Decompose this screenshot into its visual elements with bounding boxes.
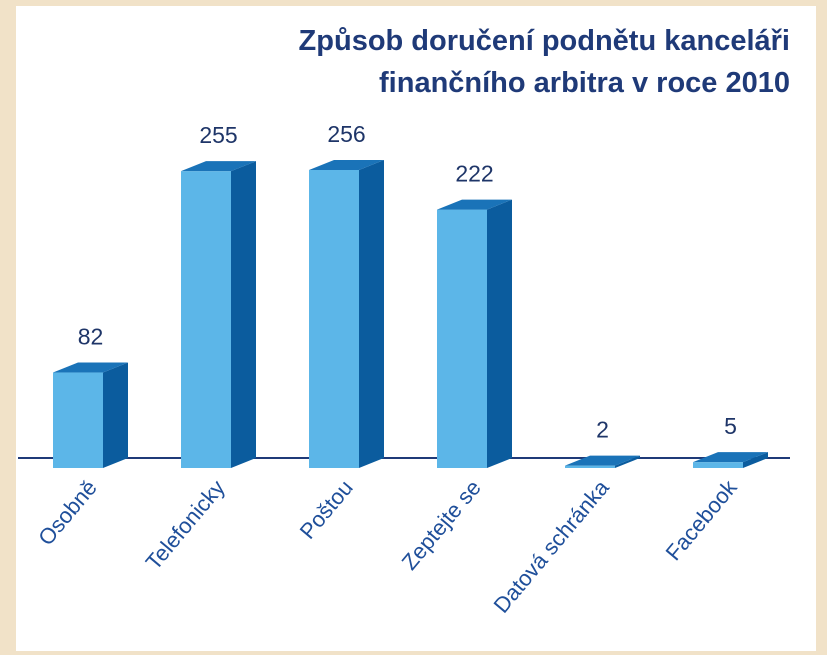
bar-front [565,465,615,468]
bar-front [181,171,231,468]
chart-title: finančního arbitra v roce 2010 [379,67,790,99]
bar-side [615,455,640,468]
bar-top [693,452,768,463]
bar-front [53,372,103,468]
bar-side [487,199,512,468]
value-label: 82 [78,324,104,350]
bar-side [103,362,128,468]
value-label: 222 [455,161,493,187]
bar-top [181,161,256,172]
bar-front [693,462,743,468]
value-label: 5 [724,413,737,439]
bar-top [309,160,384,170]
chart-title: Způsob doručení podnětu kanceláři [299,25,790,57]
value-label: 255 [199,122,237,148]
bar-front [437,209,487,468]
bar-side [743,452,768,468]
bar-side [231,161,256,468]
panel [16,6,816,651]
value-label: 2 [596,417,609,443]
bar-top [565,455,640,466]
bar-front [309,170,359,468]
bar-top [437,199,512,210]
value-label: 256 [327,121,365,147]
bar-side [359,160,384,468]
bar-top [53,362,128,373]
